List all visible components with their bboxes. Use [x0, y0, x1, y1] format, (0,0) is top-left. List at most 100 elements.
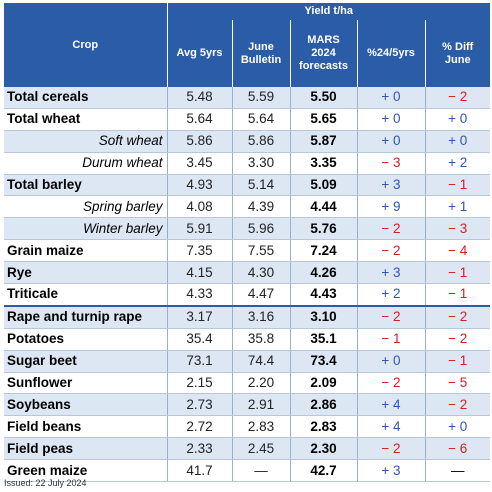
- crop-name-cell: Soybeans: [4, 393, 168, 417]
- table-row: Rape and turnip rape 3.17 3.16 3.10− 2− 2: [4, 304, 491, 329]
- avg5-cell: 5.91: [167, 217, 233, 241]
- table-row: Spring barley 4.08 4.39 4.44 + 9 + 1: [4, 195, 491, 219]
- june-bulletin-line2: Bulletin: [240, 53, 282, 66]
- june-bulletin-column-header: June Bulletin: [231, 20, 290, 87]
- june-bulletin-cell: 5.64: [232, 108, 291, 131]
- issued-date: Issued: 22 July 2024: [4, 478, 87, 488]
- table-row: Soybeans 2.73 2.91 2.86 + 4− 2: [4, 393, 491, 417]
- mars-forecast-cell: 5.50: [290, 87, 358, 109]
- pct-diff-june-cell: − 1: [425, 350, 491, 373]
- mars-forecast-cell: 3.35: [290, 152, 358, 175]
- pct-24-5yrs-cell: + 3: [357, 174, 426, 197]
- crop-name-cell: Green maize: [4, 459, 168, 483]
- yield-group-header: Yield t/ha: [166, 3, 491, 20]
- pct-diff-june-cell: − 2: [425, 328, 491, 351]
- yield-table: Crop Yield t/ha Avg 5yrs June Bulletin MA…: [4, 3, 491, 483]
- table-row: Field beans 2.72 2.83 2.83 + 4 + 0: [4, 415, 491, 439]
- pct-diff-june-cell: + 0: [425, 415, 491, 439]
- crop-name-cell: Total wheat: [4, 108, 168, 131]
- avg5-cell: 3.45: [167, 152, 233, 175]
- june-bulletin-cell: 5.86: [232, 130, 291, 153]
- table-row: Total cereals 5.48 5.59 5.50 + 0− 2: [4, 87, 491, 109]
- pct-diff-june-cell: − 5: [425, 372, 491, 395]
- table-row: Rye 4.15 4.30 4.26 + 3− 1: [4, 261, 491, 285]
- crop-name-cell: Durum wheat: [4, 152, 168, 175]
- pct-24-5yrs-column-header: %24/5yrs: [356, 20, 425, 87]
- june-bulletin-cell: 3.30: [232, 152, 291, 175]
- june-bulletin-cell: 3.16: [232, 304, 291, 329]
- june-bulletin-cell: 5.96: [232, 217, 291, 241]
- mars-forecast-cell: 5.09: [290, 174, 358, 197]
- yield-table-container: Crop Yield t/ha Avg 5yrs June Bulletin MA…: [4, 3, 491, 483]
- pct-24-5yrs-cell: − 2: [357, 304, 426, 329]
- mars-forecast-cell: 2.09: [290, 372, 358, 395]
- avg5-column-header: Avg 5yrs: [166, 20, 232, 87]
- avg5-cell: 73.1: [167, 350, 233, 373]
- table-row: Soft wheat 5.86 5.86 5.87 + 0 + 0: [4, 130, 491, 153]
- avg5-cell: 5.48: [167, 87, 233, 109]
- pct-diff-june-column-header: % Diff June: [424, 20, 491, 87]
- pct-24-5yrs-cell: + 0: [357, 108, 426, 131]
- avg5-cell: 2.72: [167, 415, 233, 439]
- mars-forecast-cell: 5.87: [290, 130, 358, 153]
- pct-diff-june-cell: − 2: [425, 393, 491, 417]
- june-bulletin-line1: June: [248, 40, 274, 53]
- table-row: Winter barley 5.91 5.96 5.76− 2− 3: [4, 217, 491, 241]
- table-row: Total barley 4.93 5.14 5.09 + 3− 1: [4, 174, 491, 197]
- pct-diff-june-cell: + 0: [425, 130, 491, 153]
- mars-line3: forecasts: [299, 60, 348, 72]
- pct-24-5yrs-cell: + 4: [357, 393, 426, 417]
- pct-diff-june-cell: + 0: [425, 108, 491, 131]
- avg5-cell: 41.7: [167, 459, 233, 483]
- table-row: Sugar beet 73.1 74.4 73.4 + 0− 1: [4, 350, 491, 373]
- avg5-cell: 2.33: [167, 437, 233, 461]
- table-row: Sunflower 2.15 2.20 2.09− 2− 5: [4, 372, 491, 395]
- june-bulletin-cell: 2.91: [232, 393, 291, 417]
- june-bulletin-cell: 4.30: [232, 261, 291, 285]
- crop-name-cell: Triticale: [4, 283, 168, 307]
- mars-forecast-cell: 3.10: [290, 304, 358, 329]
- june-bulletin-cell: 2.45: [232, 437, 291, 461]
- pct-diff-june-cell: − 2: [425, 87, 491, 109]
- pct-24-5yrs-cell: + 0: [357, 87, 426, 109]
- pct-24-5yrs-cell: − 2: [357, 217, 426, 241]
- mars-forecast-cell: 2.86: [290, 393, 358, 417]
- pct-diff-june-cell: − 3: [425, 217, 491, 241]
- pct-diff-june-cell: − 1: [425, 261, 491, 285]
- pct-diff-june-cell: − 6: [425, 437, 491, 461]
- pct-24-5yrs-cell: + 3: [357, 261, 426, 285]
- pct-diff-line1: % Diff: [442, 40, 474, 53]
- avg5-cell: 3.17: [167, 304, 233, 329]
- avg5-cell: 4.93: [167, 174, 233, 197]
- mars-forecast-cell: 5.76: [290, 217, 358, 241]
- table-row: Total wheat 5.64 5.64 5.65 + 0 + 0: [4, 108, 491, 131]
- crop-name-cell: Sunflower: [4, 372, 168, 395]
- crop-name-cell: Winter barley: [4, 217, 168, 241]
- crop-name-cell: Field peas: [4, 437, 168, 461]
- table-row: Potatoes 35.4 35.8 35.1− 1− 2: [4, 328, 491, 351]
- mars-forecast-cell: 2.30: [290, 437, 358, 461]
- avg5-cell: 2.15: [167, 372, 233, 395]
- mars-line1: MARS: [307, 34, 340, 46]
- pct-24-5yrs-cell: − 2: [357, 372, 426, 395]
- june-bulletin-cell: 7.55: [232, 239, 291, 263]
- pct-24-5yrs-cell: + 4: [357, 415, 426, 439]
- crop-name-cell: Grain maize: [4, 239, 168, 263]
- june-bulletin-cell: 35.8: [232, 328, 291, 351]
- crop-name-cell: Rye: [4, 261, 168, 285]
- mars-forecast-cell: 4.44: [290, 195, 358, 219]
- table-row: Grain maize 7.35 7.55 7.24− 2− 4: [4, 239, 491, 263]
- mars-forecast-cell: 35.1: [290, 328, 358, 351]
- pct-24-5yrs-cell: − 2: [357, 239, 426, 263]
- crop-name-cell: Spring barley: [4, 195, 168, 219]
- crop-name-cell: Field beans: [4, 415, 168, 439]
- pct-24-5yrs-cell: + 3: [357, 459, 426, 483]
- june-bulletin-cell: 4.47: [232, 283, 291, 307]
- pct-24-5yrs-cell: + 2: [357, 283, 426, 307]
- june-bulletin-cell: 4.39: [232, 195, 291, 219]
- avg5-cell: 2.73: [167, 393, 233, 417]
- avg5-cell: 7.35: [167, 239, 233, 263]
- pct-24-5yrs-cell: + 9: [357, 195, 426, 219]
- crop-name-cell: Rape and turnip rape: [4, 304, 168, 329]
- crop-name-cell: Soft wheat: [4, 130, 168, 153]
